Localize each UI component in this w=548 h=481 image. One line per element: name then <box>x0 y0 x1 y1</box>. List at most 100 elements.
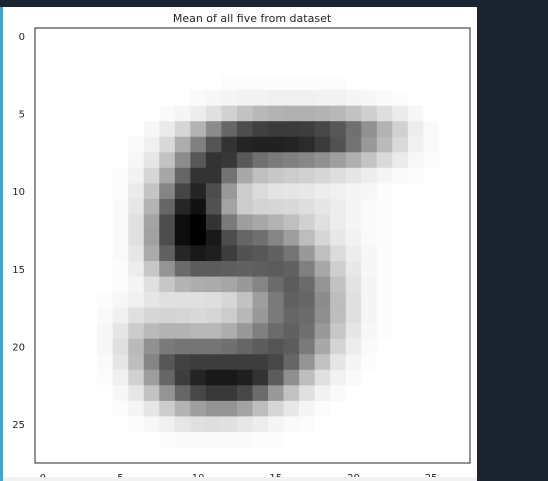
heatmap-cell-8-13 <box>236 152 253 169</box>
heatmap-cell-21-5 <box>112 354 129 371</box>
heatmap-cell-19-12 <box>221 323 238 340</box>
heatmap-cell-2-25 <box>423 59 440 76</box>
heatmap-cell-14-20 <box>345 245 362 262</box>
heatmap-cell-23-10 <box>190 385 207 402</box>
heatmap-cell-1-0 <box>35 43 51 60</box>
heatmap-cell-14-11 <box>205 245 222 262</box>
heatmap-cell-2-24 <box>407 59 424 76</box>
heatmap-cell-20-5 <box>112 338 129 355</box>
heatmap-cell-27-25 <box>423 447 440 464</box>
heatmap-cell-3-22 <box>376 74 393 91</box>
heatmap-cell-15-19 <box>330 261 347 277</box>
heatmap-cell-24-23 <box>392 400 409 417</box>
heatmap-cell-19-11 <box>205 323 222 340</box>
heatmap-cell-2-2 <box>66 59 83 76</box>
heatmap-cell-18-8 <box>159 307 176 324</box>
heatmap-cell-24-21 <box>361 400 378 417</box>
heatmap-cell-15-14 <box>252 261 269 277</box>
heatmap-cell-1-7 <box>143 43 160 60</box>
heatmap-cell-15-24 <box>407 261 424 277</box>
heatmap-cell-9-17 <box>299 167 316 184</box>
heatmap-cell-12-4 <box>97 214 114 231</box>
heatmap-cell-6-0 <box>35 121 51 138</box>
heatmap-cell-10-25 <box>423 183 440 200</box>
heatmap-cell-26-21 <box>361 431 378 448</box>
heatmap-cell-17-24 <box>407 292 424 309</box>
heatmap-cell-4-11 <box>205 90 222 107</box>
heatmap-cell-16-7 <box>143 276 160 293</box>
heatmap-cell-11-2 <box>66 198 83 215</box>
heatmap-cell-21-7 <box>143 354 160 371</box>
heatmap-cell-21-23 <box>392 354 409 371</box>
heatmap-cell-12-22 <box>376 214 393 231</box>
heatmap-cell-3-9 <box>174 74 191 91</box>
heatmap-cell-10-12 <box>221 183 238 200</box>
heatmap-cell-6-5 <box>112 121 129 138</box>
heatmap-cell-11-15 <box>268 198 284 215</box>
heatmap-cell-0-25 <box>423 28 440 44</box>
heatmap-cell-7-13 <box>236 136 253 153</box>
heatmap-cell-27-9 <box>174 447 191 464</box>
heatmap-cell-26-25 <box>423 431 440 448</box>
heatmap-cell-8-10 <box>190 152 207 169</box>
heatmap-cell-23-0 <box>35 385 51 402</box>
heatmap-cell-17-0 <box>35 292 51 309</box>
heatmap-cell-5-23 <box>392 105 409 122</box>
y-tick-label: 15 <box>12 265 25 276</box>
heatmap-cell-6-20 <box>345 121 362 138</box>
heatmap-cell-8-21 <box>361 152 378 169</box>
heatmap-cell-11-16 <box>283 198 300 215</box>
heatmap-cell-23-13 <box>236 385 253 402</box>
heatmap-cell-0-16 <box>283 28 300 44</box>
heatmap-cell-9-23 <box>392 167 409 184</box>
heatmap-cell-12-0 <box>35 214 51 231</box>
heatmap-cell-9-12 <box>221 167 238 184</box>
heatmap-cell-5-8 <box>159 105 176 122</box>
heatmap-cell-15-10 <box>190 261 207 277</box>
heatmap-cell-8-7 <box>143 152 160 169</box>
heatmap-cell-20-17 <box>299 338 316 355</box>
heatmap-cell-9-7 <box>143 167 160 184</box>
heatmap-cell-10-6 <box>128 183 145 200</box>
heatmap-cell-15-11 <box>205 261 222 277</box>
heatmap-cell-5-9 <box>174 105 191 122</box>
heatmap-cell-4-9 <box>174 90 191 107</box>
heatmap-cell-9-9 <box>174 167 191 184</box>
heatmap-cell-2-17 <box>299 59 316 76</box>
heatmap-cell-0-20 <box>345 28 362 44</box>
heatmap-cell-23-2 <box>66 385 83 402</box>
heatmap-cell-24-14 <box>252 400 269 417</box>
heatmap-cell-16-8 <box>159 276 176 293</box>
heatmap-cell-25-2 <box>66 416 83 433</box>
heatmap-cell-11-8 <box>159 198 176 215</box>
heatmap-cell-4-13 <box>236 90 253 107</box>
heatmap-cell-0-18 <box>314 28 331 44</box>
heatmap-cell-27-6 <box>128 447 145 464</box>
y-tick-label: 20 <box>12 342 25 353</box>
heatmap-cell-1-25 <box>423 43 440 60</box>
heatmap-cell-11-18 <box>314 198 331 215</box>
heatmap-cell-14-21 <box>361 245 378 262</box>
heatmap-cell-7-6 <box>128 136 145 153</box>
heatmap-cell-5-17 <box>299 105 316 122</box>
heatmap-cell-4-15 <box>268 90 284 107</box>
heatmap-cell-12-27 <box>454 214 471 231</box>
heatmap-cell-24-7 <box>143 400 160 417</box>
heatmap-cell-11-25 <box>423 198 440 215</box>
heatmap-cell-5-0 <box>35 105 51 122</box>
heatmap-cell-11-0 <box>35 198 51 215</box>
heatmap-cell-17-12 <box>221 292 238 309</box>
heatmap-cell-25-19 <box>330 416 347 433</box>
heatmap-cell-27-8 <box>159 447 176 464</box>
heatmap-cell-2-20 <box>345 59 362 76</box>
heatmap-cell-17-5 <box>112 292 129 309</box>
heatmap-cell-6-6 <box>128 121 145 138</box>
heatmap-cell-11-24 <box>407 198 424 215</box>
heatmap-cell-14-8 <box>159 245 176 262</box>
heatmap-cell-14-7 <box>143 245 160 262</box>
heatmap-cell-8-3 <box>81 152 98 169</box>
heatmap-cell-4-27 <box>454 90 471 107</box>
heatmap-cell-24-27 <box>454 400 471 417</box>
heatmap-cell-10-16 <box>283 183 300 200</box>
heatmap-cell-24-9 <box>174 400 191 417</box>
